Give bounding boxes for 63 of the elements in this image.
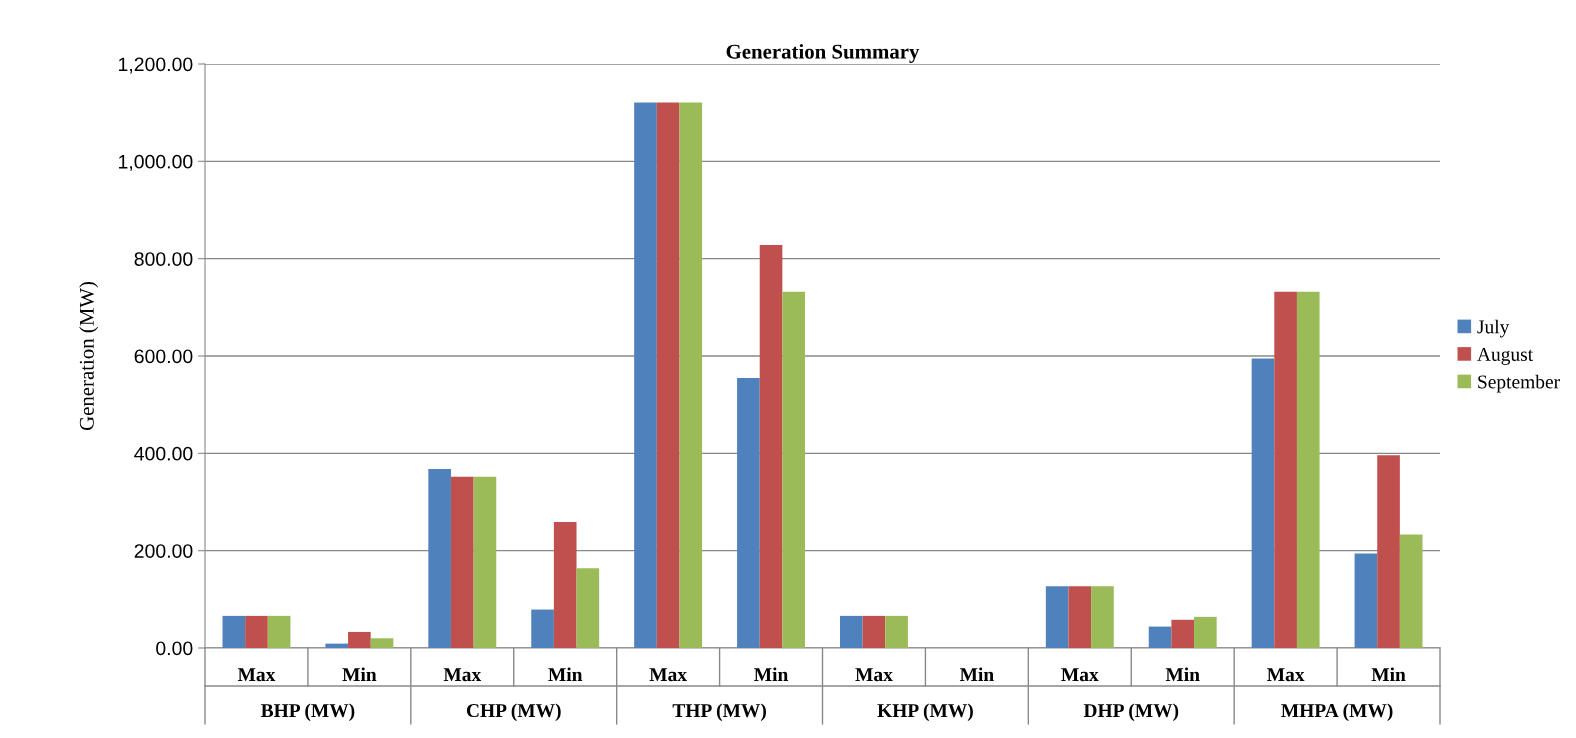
x-tick-label: Min [1165,667,1200,681]
bar [782,291,805,648]
bar [679,102,703,648]
text: MHPA (MW) [1281,703,1393,722]
bar [1171,619,1195,648]
x-tick-label: Max [1267,668,1305,682]
bar [862,615,886,648]
text: KHP (MW) [877,703,973,722]
y-tick-label: 600.00 [134,349,193,364]
x-tick-label: Max [649,668,687,682]
bar [1251,358,1275,648]
bar [553,521,577,648]
bar [370,638,394,648]
x-tick-label: Max [1061,668,1099,682]
bar [1296,291,1320,648]
bar [759,245,783,648]
y-tick-label: 400.00 [134,446,193,461]
bar [428,468,451,648]
text: DHP (MW) [1083,703,1179,722]
y-tick-label: 200.00 [134,544,193,558]
y-tick-label: 800.00 [134,252,193,266]
y-tick-label: 1,200.00 [119,57,193,74]
bar [576,568,600,648]
bar [473,476,497,648]
bar [885,615,908,648]
x-tick-label: Min [959,667,994,681]
bar [737,377,760,648]
bar [1068,586,1092,648]
y-tick-label: 0.00 [156,641,193,656]
x-tick-label: Min [1371,667,1406,681]
bar [245,615,268,648]
bar [531,609,554,648]
bar [1091,586,1114,648]
x-tick-label: Max [855,668,893,682]
x-tick-label: Min [754,667,789,681]
legend-label: July [1477,319,1510,338]
text: CHP (MW) [466,703,561,722]
bar [634,102,657,648]
x-tick-label: Max [237,668,276,682]
bar [222,615,246,648]
x-tick-label: Min [342,667,377,681]
x-tick-label: Min [548,667,583,681]
bar [1194,616,1217,648]
y-axis-title: Generation (MW) [79,282,99,431]
legend-label: August [1477,347,1534,365]
bar [1354,553,1378,648]
text: THP (MW) [672,703,766,722]
bar [1148,626,1172,648]
chart-title: Generation Summary [726,43,920,63]
bar [840,615,863,648]
y-tick-label: 1,000.00 [119,154,193,171]
bar [656,102,680,648]
legend-label: September [1478,374,1560,393]
bar [348,631,371,648]
bar [1377,455,1400,648]
bar [1399,534,1423,648]
bar [267,615,291,648]
bar [1274,291,1297,648]
bar [1045,586,1069,648]
text: BHP (MW) [260,703,355,722]
bar [325,643,349,648]
x-tick-label: Max [443,668,482,682]
bar [450,476,474,648]
